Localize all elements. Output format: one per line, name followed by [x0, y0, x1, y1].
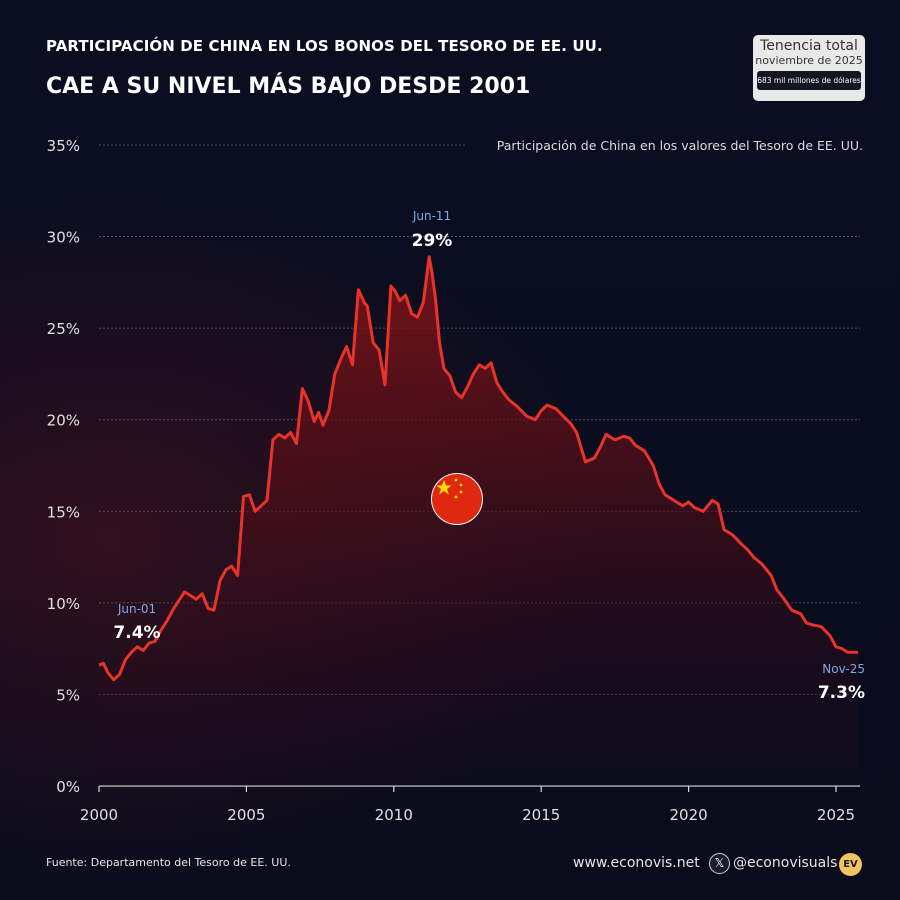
- x-tick-label: 2025: [817, 806, 855, 824]
- holding-value: 683 mil millones de dólares: [757, 71, 861, 90]
- y-tick-label: 35%: [47, 137, 80, 155]
- y-tick-label: 30%: [47, 229, 80, 247]
- holding-date: noviembre de 2025: [755, 54, 863, 67]
- holding-title: Tenencia total: [760, 38, 858, 54]
- chart-subtitle: PARTICIPACIÓN DE CHINA EN LOS BONOS DEL …: [46, 37, 603, 55]
- annotation-date: Jun-11: [412, 209, 451, 223]
- y-tick-label: 5%: [56, 686, 80, 704]
- y-tick-label: 15%: [47, 503, 80, 521]
- x-tick-label: 2010: [375, 806, 413, 824]
- x-tick-label: 2015: [522, 806, 560, 824]
- series-area-fill: [99, 256, 859, 786]
- total-holding-box: Tenencia total noviembre de 2025 683 mil…: [753, 35, 865, 101]
- x-logo-icon[interactable]: 𝕏: [709, 853, 730, 874]
- annotation-date: Nov-25: [822, 662, 865, 676]
- series-line: [98, 255, 859, 682]
- annotation-value: 7.4%: [113, 623, 160, 643]
- legend-text: Participación de China en los valores de…: [497, 138, 863, 153]
- footer-website[interactable]: www.econovis.net: [573, 855, 700, 871]
- y-tick-label: 0%: [56, 778, 80, 796]
- annotation-value: 29%: [412, 231, 453, 251]
- y-tick-label: 25%: [47, 320, 80, 338]
- annotation-date: Jun-01: [117, 602, 156, 616]
- footer-source: Fuente: Departamento del Tesoro de EE. U…: [46, 856, 291, 869]
- chart-title: CAE A SU NIVEL MÁS BAJO DESDE 2001: [46, 74, 531, 99]
- y-tick-label: 20%: [47, 412, 80, 430]
- footer-handle[interactable]: @econovisuals: [733, 855, 838, 871]
- x-tick-label: 2020: [670, 806, 708, 824]
- ev-logo: EV: [839, 853, 862, 876]
- x-tick-label: 2000: [80, 806, 118, 824]
- china-flag-icon: [431, 473, 483, 525]
- annotation-value: 7.3%: [818, 683, 865, 703]
- x-tick-label: 2005: [227, 806, 265, 824]
- y-tick-label: 10%: [47, 595, 80, 613]
